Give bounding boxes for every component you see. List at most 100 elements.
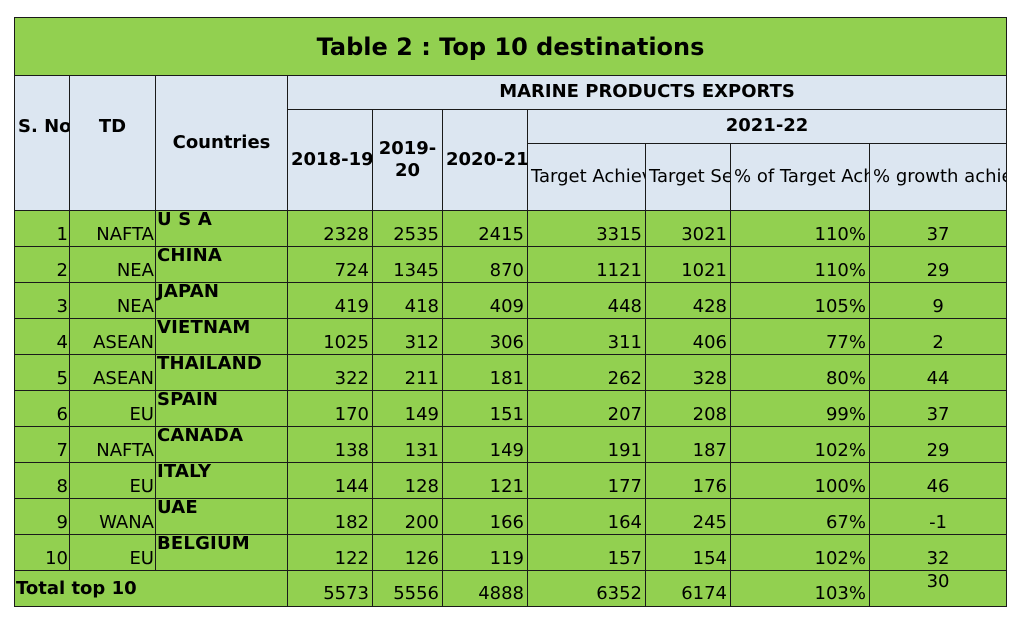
row-target-achieved: 207 <box>527 390 646 427</box>
row-pct-growth: 2 <box>868 318 1008 355</box>
row-pct-target: 102% <box>730 426 870 463</box>
row-pct-growth: 37 <box>868 210 1008 247</box>
row-target-set: 1021 <box>645 246 731 283</box>
header-target-achieved: Target Achieved <box>527 143 646 211</box>
row-pct-target: 105% <box>730 282 870 319</box>
row-target-achieved: 262 <box>527 354 646 391</box>
header-target-set: Target Set <box>645 143 731 211</box>
row-2018-19: 2328 <box>287 210 373 247</box>
header-pct-growth: % growth achieved <box>868 143 1008 211</box>
row-country: THAILAND <box>155 354 288 391</box>
row-td: NAFTA <box>69 210 156 247</box>
row-target-achieved: 157 <box>527 534 646 571</box>
row-td: NEA <box>69 282 156 319</box>
row-target-achieved: 3315 <box>527 210 646 247</box>
row-target-achieved: 164 <box>527 498 646 535</box>
row-target-set: 3021 <box>645 210 731 247</box>
total-pct-target: 103% <box>730 570 870 607</box>
row-td: ASEAN <box>69 318 156 355</box>
top-destinations-table: Table 2 : Top 10 destinations S. No TD C… <box>13 17 1008 607</box>
row-sno: 3 <box>14 282 70 319</box>
table-row: 1 NAFTA U S A 2328 2535 2415 3315 3021 110% 37 <box>14 210 1008 247</box>
row-target-achieved: 311 <box>527 318 646 355</box>
table-row: 4 ASEAN VIETNAM 1025 312 306 311 406 77% 2 <box>14 318 1008 355</box>
total-label: Total top 10 <box>14 570 288 607</box>
row-target-set: 187 <box>645 426 731 463</box>
total-target-achieved: 6352 <box>527 570 646 607</box>
row-pct-target: 99% <box>730 390 870 427</box>
row-target-set: 154 <box>645 534 731 571</box>
header-sno: S. No <box>14 75 70 211</box>
row-2019-20: 1345 <box>372 246 443 283</box>
row-2020-21: 121 <box>442 462 528 499</box>
table-row: 8 EU ITALY 144 128 121 177 176 100% 46 <box>14 462 1008 499</box>
table-row: 5 ASEAN THAILAND 322 211 181 262 328 80% 44 <box>14 354 1008 391</box>
row-2018-19: 419 <box>287 282 373 319</box>
row-pct-growth: 29 <box>868 426 1008 463</box>
table-row: 10 EU BELGIUM 122 126 119 157 154 102% 32 <box>14 534 1008 571</box>
row-2019-20: 2535 <box>372 210 443 247</box>
row-target-set: 245 <box>645 498 731 535</box>
row-target-achieved: 1121 <box>527 246 646 283</box>
row-2020-21: 149 <box>442 426 528 463</box>
row-td: EU <box>69 462 156 499</box>
row-2018-19: 1025 <box>287 318 373 355</box>
row-2019-20: 126 <box>372 534 443 571</box>
row-pct-target: 102% <box>730 534 870 571</box>
row-td: EU <box>69 390 156 427</box>
row-2020-21: 2415 <box>442 210 528 247</box>
row-2019-20: 200 <box>372 498 443 535</box>
row-2019-20: 131 <box>372 426 443 463</box>
row-country: UAE <box>155 498 288 535</box>
header-2021-22: 2021-22 <box>526 109 1008 144</box>
row-td: EU <box>69 534 156 571</box>
row-2020-21: 306 <box>442 318 528 355</box>
row-pct-growth: 44 <box>868 354 1008 391</box>
table-row: 6 EU SPAIN 170 149 151 207 208 99% 37 <box>14 390 1008 427</box>
row-country: JAPAN <box>155 282 288 319</box>
row-target-set: 406 <box>645 318 731 355</box>
row-2020-21: 870 <box>442 246 528 283</box>
row-pct-target: 77% <box>730 318 870 355</box>
header-2019-20: 2019-20 <box>372 109 443 211</box>
total-2018-19: 5573 <box>287 570 373 607</box>
header-pct-target-achieved: % of Target Achieved <box>730 143 870 211</box>
row-target-set: 208 <box>645 390 731 427</box>
row-2019-20: 211 <box>372 354 443 391</box>
row-sno: 5 <box>14 354 70 391</box>
row-country: VIETNAM <box>155 318 288 355</box>
row-2020-21: 119 <box>442 534 528 571</box>
total-target-set: 6174 <box>645 570 731 607</box>
row-pct-growth: 9 <box>868 282 1008 319</box>
row-pct-target: 67% <box>730 498 870 535</box>
row-pct-growth: -1 <box>868 498 1008 535</box>
row-2019-20: 418 <box>372 282 443 319</box>
row-2018-19: 138 <box>287 426 373 463</box>
total-2020-21: 4888 <box>442 570 528 607</box>
row-2020-21: 166 <box>442 498 528 535</box>
row-country: BELGIUM <box>155 534 288 571</box>
row-target-achieved: 448 <box>527 282 646 319</box>
row-2018-19: 322 <box>287 354 373 391</box>
row-2019-20: 312 <box>372 318 443 355</box>
header-td: TD <box>69 75 156 211</box>
row-sno: 10 <box>14 534 70 571</box>
row-pct-growth: 32 <box>868 534 1008 571</box>
row-country: ITALY <box>155 462 288 499</box>
row-pct-target: 110% <box>730 210 870 247</box>
row-target-achieved: 191 <box>527 426 646 463</box>
row-sno: 7 <box>14 426 70 463</box>
table-row: 7 NAFTA CANADA 138 131 149 191 187 102% 29 <box>14 426 1008 463</box>
header-2020-21: 2020-21 <box>442 109 528 211</box>
table-row: 2 NEA CHINA 724 1345 870 1121 1021 110% 29 <box>14 246 1008 283</box>
row-country: SPAIN <box>155 390 288 427</box>
row-td: ASEAN <box>69 354 156 391</box>
row-pct-target: 110% <box>730 246 870 283</box>
row-pct-growth: 29 <box>868 246 1008 283</box>
row-2018-19: 170 <box>287 390 373 427</box>
row-pct-target: 100% <box>730 462 870 499</box>
total-row: Total top 10 5573 5556 4888 6352 6174 10… <box>14 570 1008 607</box>
row-2018-19: 724 <box>287 246 373 283</box>
row-2020-21: 181 <box>442 354 528 391</box>
row-pct-growth: 46 <box>868 462 1008 499</box>
